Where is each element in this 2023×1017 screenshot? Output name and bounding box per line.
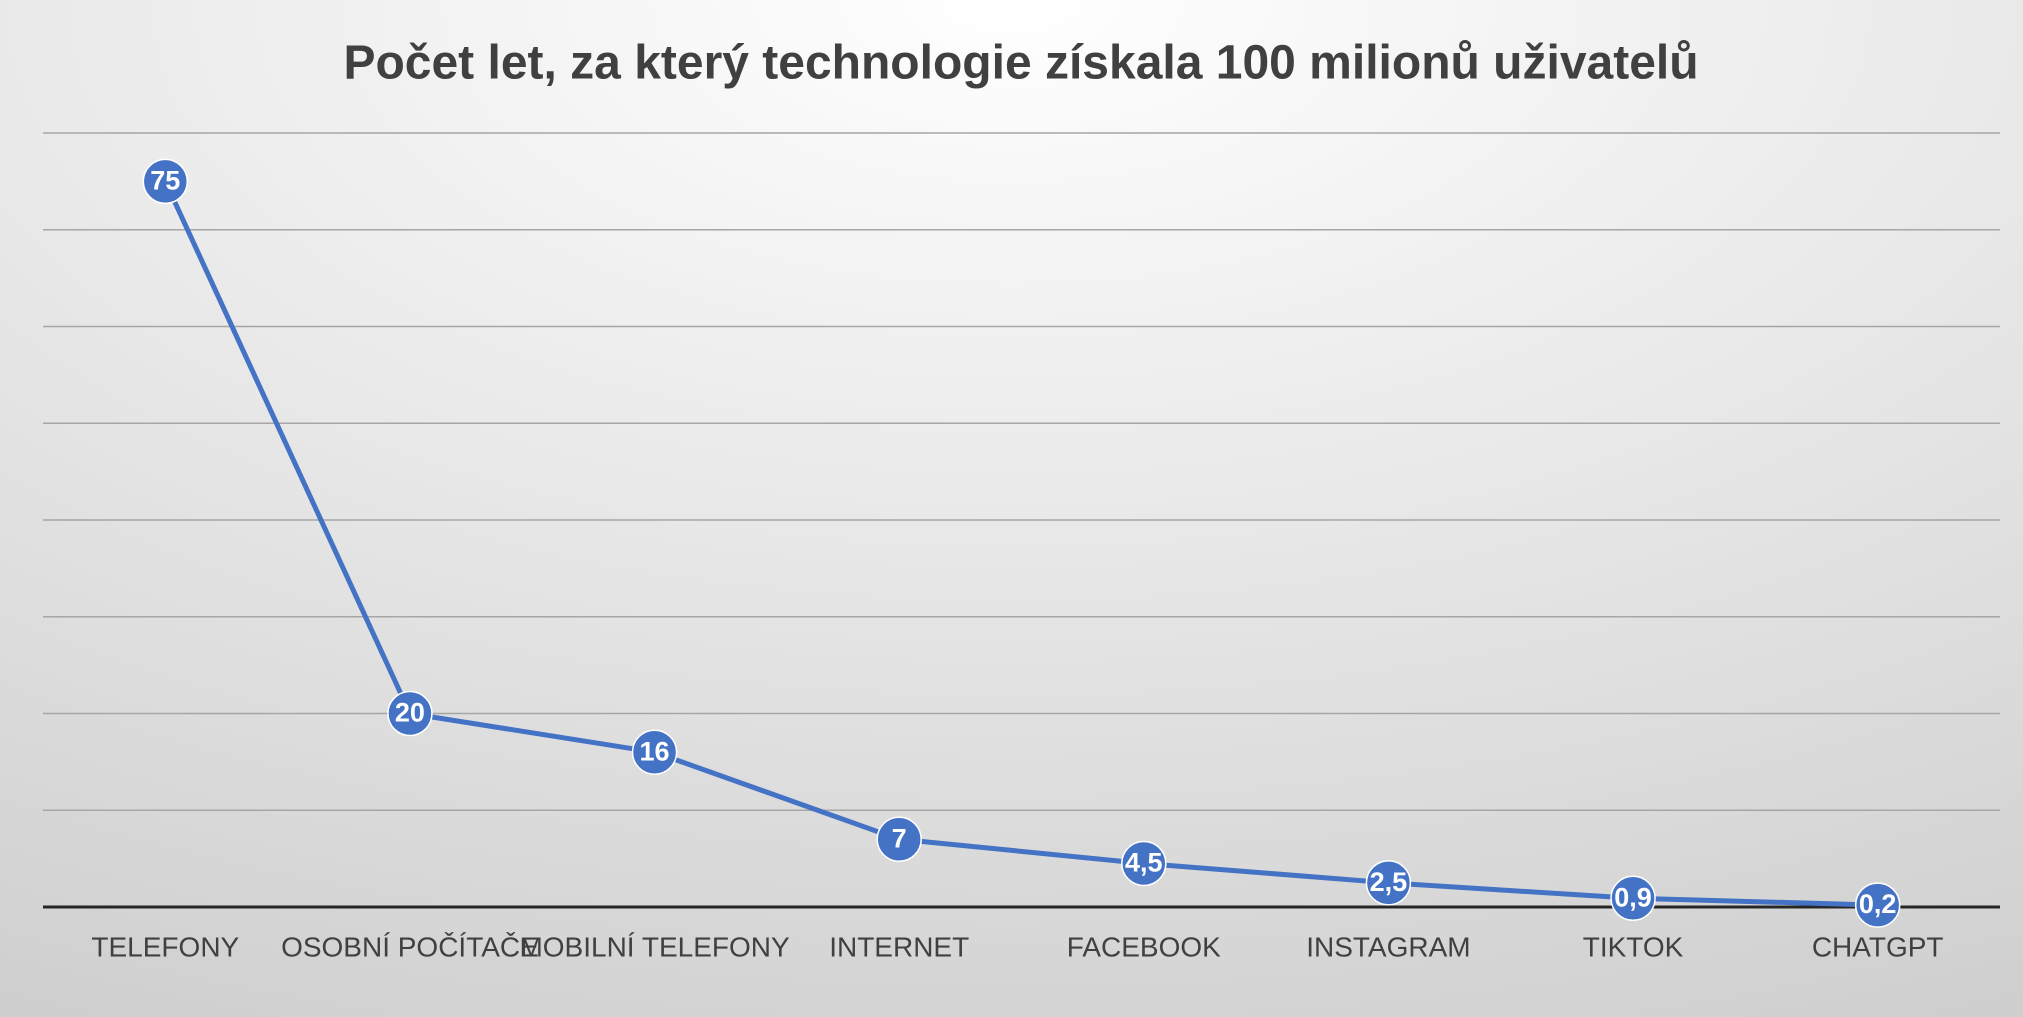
data-label: 7 [892,823,907,853]
data-label: 0,2 [1859,889,1897,919]
data-label: 4,5 [1125,848,1163,878]
x-tick-label: INSTAGRAM [1306,931,1470,962]
data-label: 75 [150,166,180,196]
line [163,180,1878,908]
x-tick-label: MOBILNÍ TELEFONY [519,931,790,962]
marker [1610,875,1656,922]
marker [387,690,433,737]
marker [1854,882,1901,928]
marker [631,729,678,775]
data-label: 20 [395,698,425,728]
chart-title: Počet let, za který technologie získala … [343,37,1698,90]
x-tick-label: INTERNET [829,931,969,962]
x-tick-label: CHATGPT [1812,931,1944,962]
x-tick-label: FACEBOOK [1067,931,1221,962]
marker [142,158,189,205]
data-label: 2,5 [1370,867,1408,897]
x-tick-label: OSOBNÍ POČÍTAČE [281,931,539,962]
marker [1365,860,1412,906]
data-label: 16 [640,736,670,766]
marker [1121,840,1167,887]
x-tick-label: TIKTOK [1583,931,1684,962]
data-label: 0,9 [1614,882,1652,912]
x-tick-label: TELEFONY [91,931,239,962]
marker [876,816,922,863]
